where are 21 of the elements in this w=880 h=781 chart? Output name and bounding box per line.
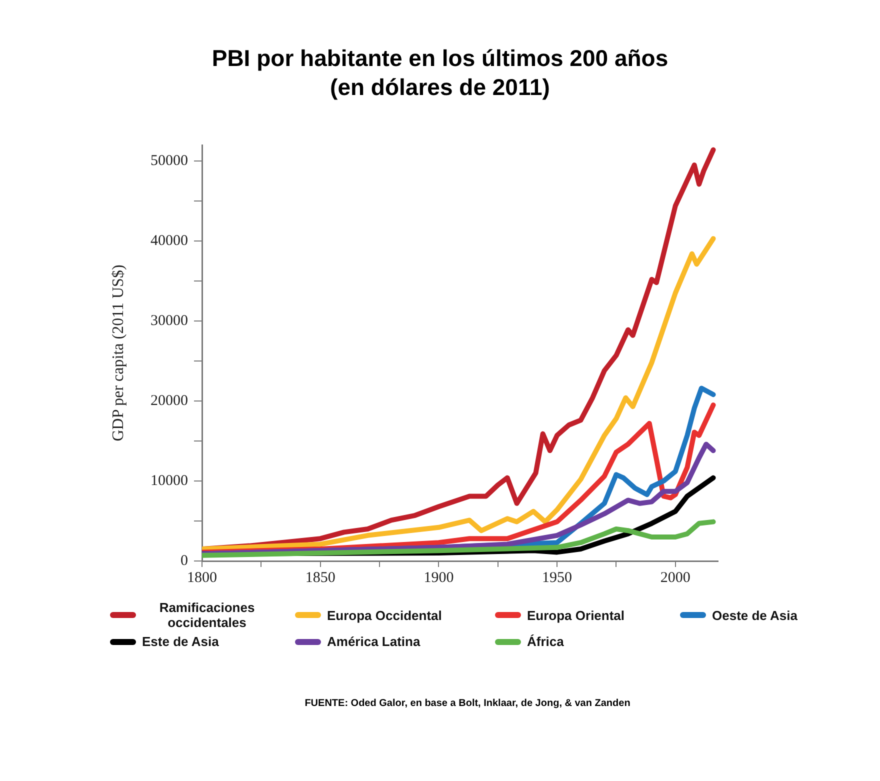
source-note: FUENTE: Oded Galor, en base a Bolt, Inklaar, de Jong, & van Zanden bbox=[304, 698, 632, 709]
y-tick-label: 0 bbox=[180, 552, 188, 569]
x-tick-label: 1800 bbox=[187, 570, 217, 586]
legend-label: Europa Oriental bbox=[527, 608, 625, 622]
legend-label: Europa Occidental bbox=[327, 608, 442, 622]
y-tick-label: 40000 bbox=[150, 232, 188, 249]
legend-label: África bbox=[527, 634, 564, 649]
y-tick-label: 30000 bbox=[150, 312, 188, 329]
x-tick-label: 1850 bbox=[305, 570, 336, 586]
y-axis-title: GDP per capita (2011 US$) bbox=[110, 264, 127, 442]
y-tick-label: 50000 bbox=[150, 152, 188, 169]
chart-title: PBI por habitante en los últimos 200 años (en dólares de 2011) bbox=[210, 44, 670, 102]
y-tick-label: 20000 bbox=[150, 392, 188, 409]
y-tick-label: 10000 bbox=[150, 472, 188, 489]
x-tick-label: 1950 bbox=[542, 570, 572, 586]
legend-label: Este de Asia bbox=[142, 634, 219, 649]
legend-label: América Latina bbox=[327, 634, 420, 649]
legend-label: Ramificaciones occidentales bbox=[158, 600, 256, 630]
x-tick-label: 2000 bbox=[660, 570, 690, 586]
x-tick-label: 1900 bbox=[424, 570, 454, 586]
legend-label: Oeste de Asia bbox=[712, 608, 798, 622]
